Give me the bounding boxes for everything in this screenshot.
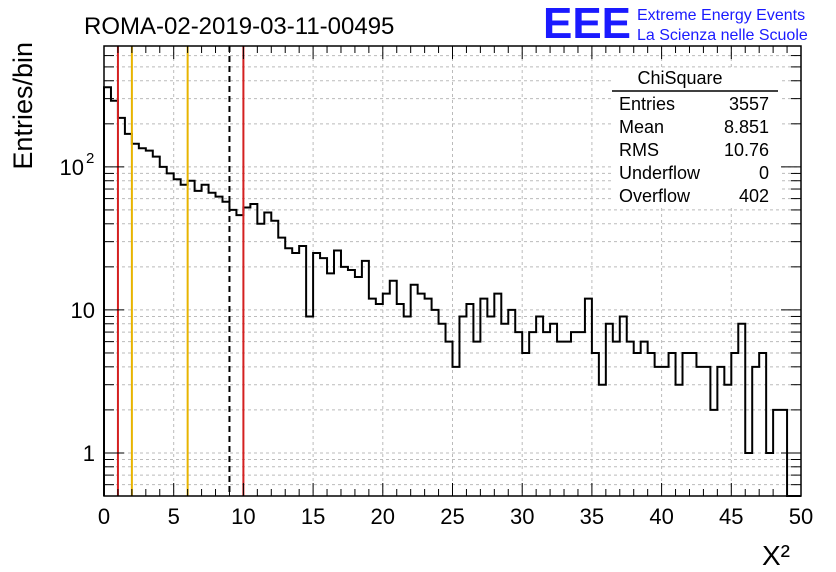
stats-row-value: 8.851	[724, 117, 769, 137]
eee-logo: EEE Extreme Energy Events La Scienza nel…	[543, 0, 808, 48]
x-tick-label: 0	[98, 504, 110, 529]
y-tick-label: 1	[83, 441, 95, 466]
axis-ticks	[103, 45, 802, 497]
grid-lines	[104, 46, 801, 496]
x-tick-label: 5	[168, 504, 180, 529]
y-tick-label: 10	[71, 298, 95, 323]
marker-lines	[116, 46, 245, 496]
stats-box-name: ChiSquare	[637, 68, 722, 88]
stats-row-label: Entries	[619, 94, 675, 114]
x-tick-label: 30	[510, 504, 534, 529]
logo-line-1: Extreme Energy Events	[637, 7, 805, 24]
x-tick-label: 45	[719, 504, 743, 529]
chart-title: ROMA-02-2019-03-11-00495	[84, 13, 394, 40]
stats-row-value: 402	[739, 186, 769, 206]
stats-row-value: 3557	[729, 94, 769, 114]
logo-mark: EEE	[543, 0, 631, 48]
stats-row-label: RMS	[619, 140, 659, 160]
x-tick-label: 50	[789, 504, 813, 529]
stats-row-value: 10.76	[724, 140, 769, 160]
y-tick-label: 10	[60, 155, 84, 180]
y-tick-label-exponent: 2	[86, 150, 94, 167]
x-tick-label: 25	[440, 504, 464, 529]
x-tick-label: 10	[231, 504, 255, 529]
stats-row-label: Underflow	[619, 163, 701, 183]
x-tick-label: 40	[649, 504, 673, 529]
x-tick-label: 15	[301, 504, 325, 529]
stats-rows: Entries 3557 Mean 8.851 RMS 10.76 Underflow 0 Ov…	[619, 94, 769, 206]
x-tick-label: 20	[371, 504, 395, 529]
x-tick-label: 35	[580, 504, 604, 529]
y-axis-label: Entries/bin	[8, 42, 38, 170]
stats-row-value: 0	[759, 163, 769, 183]
stats-row-label: Overflow	[619, 186, 691, 206]
x-tick-labels: 0 5 10 15 20 25 30 35 40 45 50	[98, 504, 813, 529]
stats-row-label: Mean	[619, 117, 664, 137]
stats-box: ChiSquare Entries 3557 Mean 8.851 RMS 10.76 Un…	[612, 68, 780, 208]
histogram-line	[103, 86, 801, 497]
logo-line-2: La Scienza nelle Scuole	[637, 27, 808, 44]
x-axis-label: X²	[762, 540, 790, 571]
